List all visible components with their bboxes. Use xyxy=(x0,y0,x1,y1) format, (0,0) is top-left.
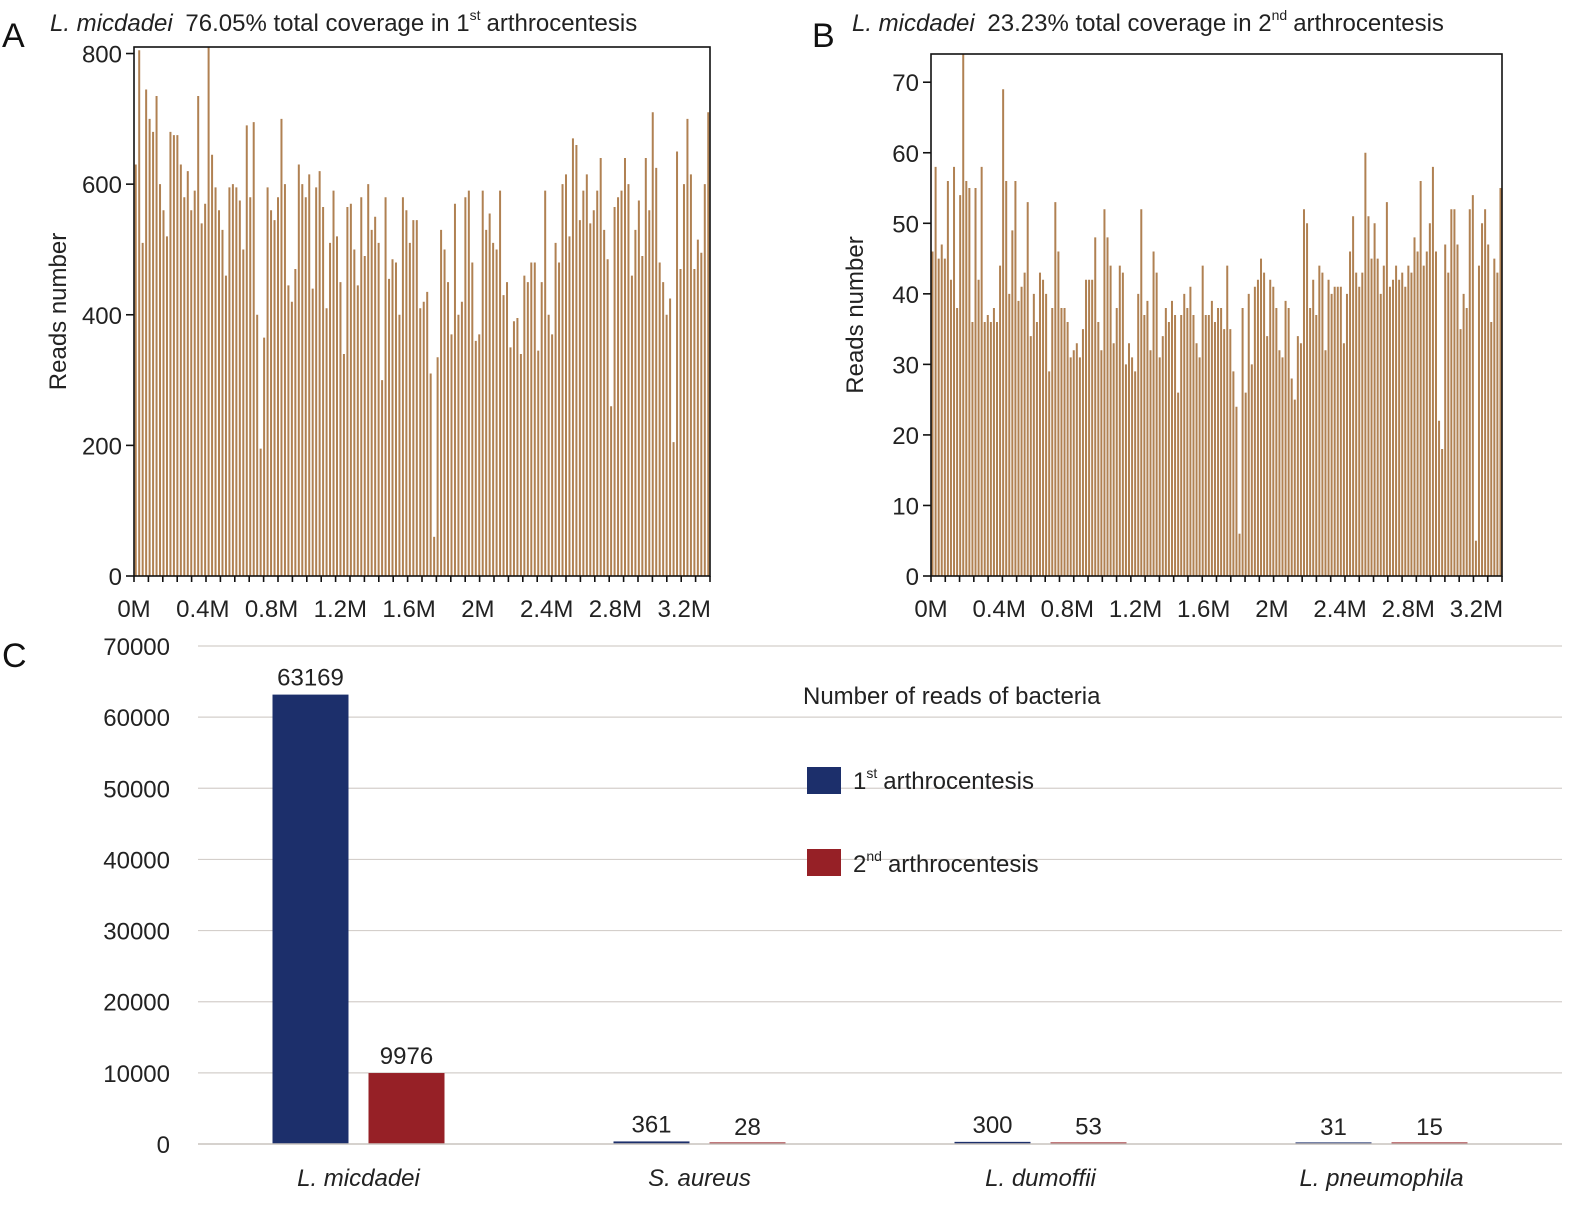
panel-a-x-tick-label: 0.4M xyxy=(176,596,229,623)
panel-b-y-axis-label: Reads number xyxy=(842,236,869,393)
panel-b-letter: B xyxy=(812,17,835,55)
panel-c-data-label: 28 xyxy=(734,1114,761,1141)
panel-c-category-label: L. pneumophila xyxy=(1299,1165,1463,1192)
panel-b-y-tick-label: 10 xyxy=(892,493,919,520)
panel-c-y-tick-label: 40000 xyxy=(103,847,170,874)
panel-b-y-tick-label: 50 xyxy=(892,211,919,238)
panel-c-data-label: 63169 xyxy=(277,665,344,692)
panel-c-reads-chart: 0 10000 20000 30000 40000 50000 60000 70000 6316… xyxy=(103,634,1562,1192)
panel-a-x-tick-label: 0.8M xyxy=(245,596,298,623)
panel-c-bar-series-1 xyxy=(954,1141,1031,1144)
panel-c-y-tick-label: 20000 xyxy=(103,990,170,1017)
panel-c-y-tick-label: 10000 xyxy=(103,1061,170,1088)
panel-c-data-label: 53 xyxy=(1075,1114,1102,1141)
panel-c-data-label: 361 xyxy=(631,1111,671,1138)
panel-b-title: L. micdadei 23.23% total coverage in 2nd… xyxy=(852,7,1444,37)
panel-b-title-species: L. micdadei xyxy=(852,10,975,37)
panel-b-x-tick-label: 1.6M xyxy=(1177,596,1230,623)
panel-a-y-tick-label: 0 xyxy=(109,564,122,591)
panel-b-x-tick-label: 0.8M xyxy=(1041,596,1094,623)
panel-a-title: L. micdadei 76.05% total coverage in 1st… xyxy=(50,7,637,37)
panel-b-x-tick-label: 2.8M xyxy=(1382,596,1435,623)
panel-c-y-tick-label: 30000 xyxy=(103,919,170,946)
panel-a-y-tick-label: 800 xyxy=(82,42,122,69)
panel-b-coverage-chart: 0 10 20 30 40 50 60 70 0M 0.4M 0.8M 1.2M 1.6M 2M 2.4M 2… xyxy=(842,53,1503,623)
panel-a-x-tick-label: 3.2M xyxy=(658,596,711,623)
panel-c-letter: C xyxy=(2,637,27,675)
panel-b-x-tick-label: 0.4M xyxy=(972,596,1025,623)
panel-b-y-tick-label: 0 xyxy=(906,564,919,591)
panel-b-x-tick-label: 3.2M xyxy=(1450,596,1503,623)
legend-series-2-sup: nd xyxy=(866,848,882,864)
legend-label-series-1: 1st arthrocentesis xyxy=(853,765,1034,795)
panel-b-title-sup: nd xyxy=(1272,7,1288,23)
panel-b-x-tick-label: 2.4M xyxy=(1313,596,1366,623)
panel-a-x-tick-label: 2.4M xyxy=(520,596,573,623)
panel-c-bar-series-1 xyxy=(613,1141,690,1144)
panel-a-x-tick-label: 2M xyxy=(461,596,494,623)
panel-b-x-tick-label: 1.2M xyxy=(1109,596,1162,623)
panel-a-x-tick-label: 0M xyxy=(117,596,150,623)
panel-a-letter: A xyxy=(2,17,25,55)
panel-a-title-species: L. micdadei xyxy=(50,10,173,37)
panel-a-x-tick-label: 2.8M xyxy=(589,596,642,623)
legend: 1st arthrocentesis 2nd arthrocentesis xyxy=(807,765,1039,878)
legend-label-series-2: 2nd arthrocentesis xyxy=(853,848,1039,878)
panel-b-y-tick-label: 60 xyxy=(892,141,919,168)
legend-series-1-base: 1 xyxy=(853,768,866,795)
legend-swatch-series-2 xyxy=(807,849,841,876)
panel-b-plot-frame xyxy=(930,53,1503,577)
panel-b-title-end: arthrocentesis xyxy=(1293,10,1444,37)
panel-c-bar-series-1 xyxy=(272,694,349,1144)
panel-c-data-label: 300 xyxy=(972,1112,1012,1139)
panel-c-data-label: 31 xyxy=(1320,1114,1347,1141)
panel-a-x-tick-label: 1.2M xyxy=(314,596,367,623)
legend-series-1-rest: arthrocentesis xyxy=(883,768,1034,795)
panel-c-y-tick-label: 70000 xyxy=(103,634,170,661)
legend-swatch-series-1 xyxy=(807,767,841,794)
panel-b-y-tick-label: 40 xyxy=(892,282,919,309)
panel-a-y-tick-label: 200 xyxy=(82,433,122,460)
panel-c-y-tick-label: 0 xyxy=(157,1132,170,1159)
panel-a-y-tick-label: 400 xyxy=(82,303,122,330)
panel-b-y-tick-label: 20 xyxy=(892,423,919,450)
panel-c-category-label: S. aureus xyxy=(648,1165,751,1192)
panel-c-data-label: 15 xyxy=(1416,1114,1443,1141)
panel-a-y-tick-label: 600 xyxy=(82,172,122,199)
panel-a-title-sup: st xyxy=(470,7,481,23)
panel-c-category-label: L. micdadei xyxy=(297,1165,420,1192)
legend-series-1-sup: st xyxy=(866,765,877,781)
panel-b-title-rest: 23.23% total coverage in 2 xyxy=(987,10,1271,37)
panel-a-y-axis-label: Reads number xyxy=(45,233,72,390)
panel-a-plot-frame xyxy=(133,46,711,577)
legend-series-2-base: 2 xyxy=(853,851,866,878)
panel-c-chart-title: Number of reads of bacteria xyxy=(803,683,1101,710)
panel-c-bar-series-2 xyxy=(368,1073,445,1144)
panel-a-title-end: arthrocentesis xyxy=(487,10,638,37)
panel-c-y-tick-label: 50000 xyxy=(103,776,170,803)
panel-a-title-rest: 76.05% total coverage in 1 xyxy=(185,10,469,37)
panel-c-y-tick-label: 60000 xyxy=(103,705,170,732)
panel-a-x-tick-label: 1.6M xyxy=(382,596,435,623)
panel-b-y-tick-label: 70 xyxy=(892,70,919,97)
panel-c-category-label: L. dumoffii xyxy=(985,1165,1096,1192)
panel-b-x-tick-label: 0M xyxy=(914,596,947,623)
panel-b-x-tick-label: 2M xyxy=(1255,596,1288,623)
panel-a-coverage-chart: 0 200 400 600 800 0M 0.4M 0.8M 1.2M 1.6M 2M 2.4M 2.8… xyxy=(45,42,711,623)
panel-b-y-tick-label: 30 xyxy=(892,352,919,379)
legend-series-2-rest: arthrocentesis xyxy=(888,851,1039,878)
panel-c-data-label: 9976 xyxy=(380,1043,433,1070)
